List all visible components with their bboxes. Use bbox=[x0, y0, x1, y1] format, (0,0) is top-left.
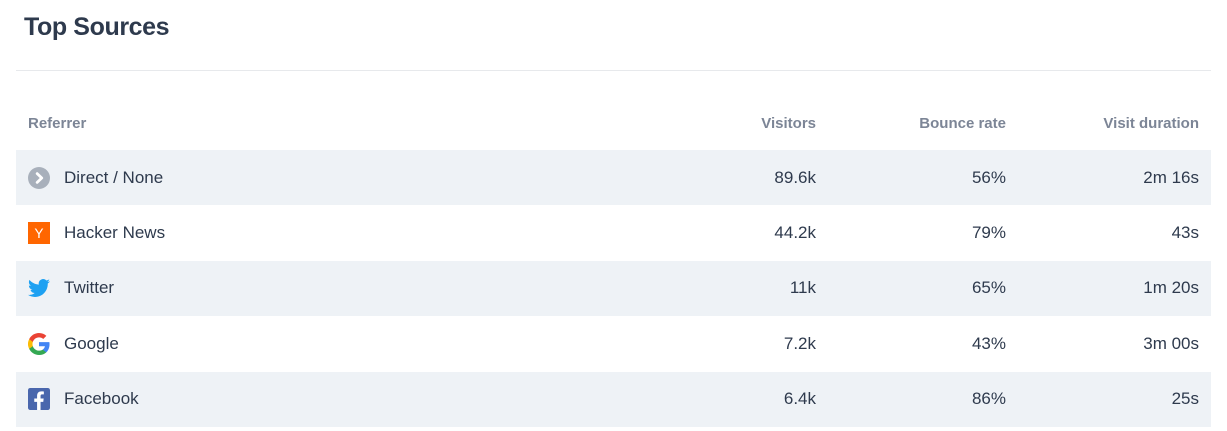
twitter-icon bbox=[28, 277, 50, 299]
visit-duration-value: 25s bbox=[1171, 389, 1199, 409]
direct-chevron-icon bbox=[28, 166, 50, 189]
visitors-value: 11k bbox=[789, 278, 816, 298]
visit-duration-value: 3m 00s bbox=[1143, 333, 1199, 353]
table-body: Direct / None 89.6k 56% 2m 16s Y Hacker … bbox=[16, 150, 1211, 427]
referrer-cell: Direct / None bbox=[28, 166, 696, 189]
visitors-value: 7.2k bbox=[783, 333, 816, 353]
col-header-referrer: Referrer bbox=[28, 115, 87, 132]
bounce-rate-value: 79% bbox=[971, 223, 1006, 243]
col-header-visit-duration: Visit duration bbox=[1103, 115, 1199, 132]
referrer-cell: Facebook bbox=[28, 388, 696, 411]
referrer-cell: Twitter bbox=[28, 277, 696, 299]
visit-duration-value: 2m 16s bbox=[1143, 167, 1199, 187]
referrer-link[interactable]: Direct / None bbox=[64, 167, 164, 187]
table-row[interactable]: Google 7.2k 43% 3m 00s bbox=[16, 316, 1211, 371]
referrer-link[interactable]: Hacker News bbox=[64, 223, 166, 243]
visitors-value: 6.4k bbox=[783, 389, 816, 409]
bounce-rate-value: 86% bbox=[971, 389, 1006, 409]
visitors-value: 89.6k bbox=[774, 167, 816, 187]
bounce-rate-value: 65% bbox=[971, 278, 1006, 298]
panel-title: Top Sources bbox=[24, 13, 170, 41]
svg-text:Y: Y bbox=[34, 226, 43, 241]
col-header-visitors: Visitors bbox=[761, 115, 816, 132]
divider bbox=[16, 70, 1211, 71]
referrer-link[interactable]: Facebook bbox=[64, 389, 139, 409]
referrer-cell: Google bbox=[28, 332, 696, 355]
table-row[interactable]: Y Hacker News 44.2k 79% 43s bbox=[16, 205, 1211, 260]
col-header-bounce-rate: Bounce rate bbox=[919, 115, 1006, 132]
visit-duration-value: 43s bbox=[1171, 223, 1199, 243]
referrer-link[interactable]: Google bbox=[64, 333, 119, 353]
visit-duration-value: 1m 20s bbox=[1143, 278, 1199, 298]
table-header-row: Referrer Visitors Bounce rate Visit dura… bbox=[16, 71, 1211, 133]
bounce-rate-value: 43% bbox=[971, 333, 1006, 353]
facebook-icon bbox=[28, 388, 50, 411]
table-row[interactable]: Direct / None 89.6k 56% 2m 16s bbox=[16, 150, 1211, 206]
google-icon bbox=[28, 332, 50, 355]
table-row[interactable]: Twitter 11k 65% 1m 20s bbox=[16, 260, 1211, 317]
hacker-news-icon: Y bbox=[28, 222, 50, 245]
table-row[interactable]: Facebook 6.4k 86% 25s bbox=[16, 371, 1211, 427]
referrer-link[interactable]: Twitter bbox=[64, 278, 115, 298]
referrer-cell: Y Hacker News bbox=[28, 222, 696, 245]
bounce-rate-value: 56% bbox=[971, 167, 1006, 187]
visitors-value: 44.2k bbox=[774, 223, 816, 243]
